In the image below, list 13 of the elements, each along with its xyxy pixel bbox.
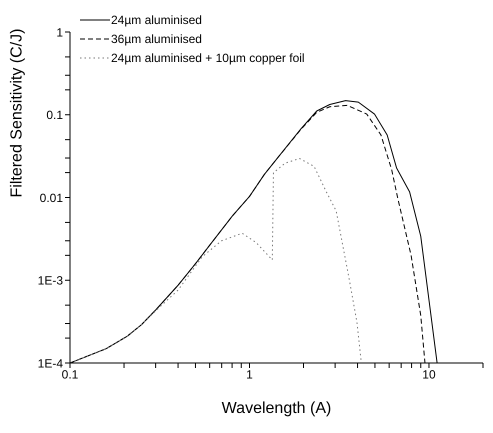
x-tick-label: 0.1 bbox=[62, 368, 79, 382]
y-tick-label: 1E-4 bbox=[38, 356, 64, 370]
legend-label: 24µm aluminised bbox=[111, 12, 202, 26]
y-tick-label: 1E-3 bbox=[38, 274, 64, 288]
x-tick-label: 1 bbox=[246, 368, 254, 382]
legend-label: 24µm aluminised + 10µm copper foil bbox=[111, 50, 305, 64]
y-axis-title: Filtered Sensitivity (C/J) bbox=[8, 28, 26, 198]
y-tick-label: 1 bbox=[56, 25, 64, 40]
y-tick-label: 0.1 bbox=[46, 108, 64, 122]
y-tick-label: 0.01 bbox=[40, 190, 64, 205]
legend-label: 36µm aluminised bbox=[111, 32, 202, 46]
x-axis-title: Wavelength (A) bbox=[222, 400, 332, 417]
x-tick-label: 10 bbox=[422, 368, 436, 382]
